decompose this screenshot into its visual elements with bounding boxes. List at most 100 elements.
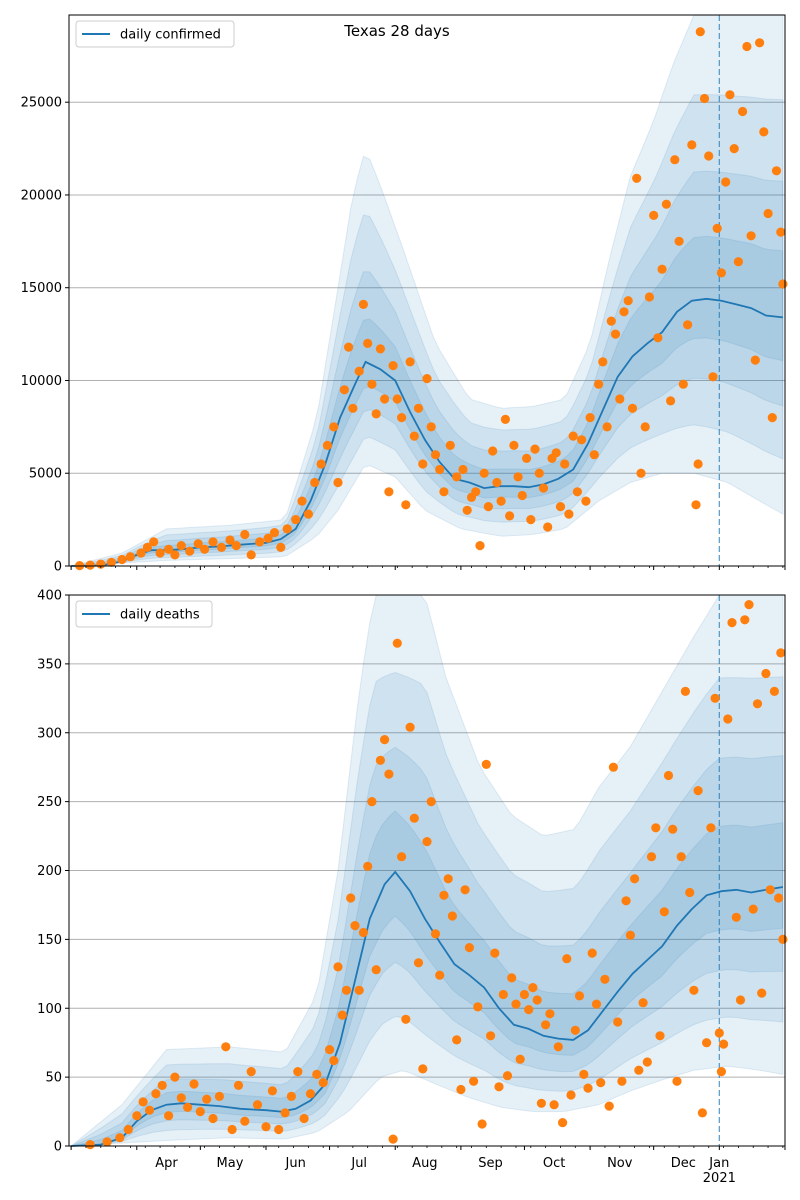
band-layer xyxy=(70,671,784,1147)
data-point xyxy=(683,320,693,330)
data-point xyxy=(776,648,786,658)
data-point xyxy=(384,769,394,779)
data-point xyxy=(543,522,553,532)
data-point xyxy=(536,1098,547,1108)
data-point xyxy=(513,472,523,482)
y-tick-label: 10000 xyxy=(21,374,62,389)
data-point xyxy=(452,1035,462,1045)
data-point xyxy=(500,414,510,424)
data-point xyxy=(305,1089,316,1099)
data-point xyxy=(526,515,536,525)
data-point xyxy=(699,93,710,104)
data-point xyxy=(596,1078,606,1088)
data-point xyxy=(678,379,688,389)
data-point xyxy=(358,927,368,938)
data-point xyxy=(350,921,360,931)
data-point xyxy=(672,1076,682,1086)
data-point xyxy=(375,344,385,354)
data-point xyxy=(208,537,218,547)
y-tick-label: 400 xyxy=(37,589,62,604)
data-point xyxy=(477,1119,487,1129)
x-tick-label: 2021 xyxy=(703,1171,736,1186)
y-tick-label: 50 xyxy=(45,1071,62,1086)
data-point xyxy=(613,1017,623,1027)
data-point xyxy=(221,1042,231,1052)
data-point xyxy=(447,911,457,921)
y-tick-label: 25000 xyxy=(21,96,62,111)
x-tick-label: Sep xyxy=(478,1156,503,1171)
data-point xyxy=(115,1133,125,1143)
data-point xyxy=(170,1072,180,1082)
series-line xyxy=(71,297,783,567)
data-point xyxy=(594,379,604,389)
x-tick-label: Jul xyxy=(350,1156,367,1171)
panel-deaths: 0 50 100 150 200 250 300 350 400 Apr May Jun Jul Aug… xyxy=(37,589,788,1186)
data-point xyxy=(439,890,449,900)
data-point xyxy=(426,422,436,432)
data-point xyxy=(710,693,720,703)
data-point xyxy=(138,1097,148,1107)
data-point xyxy=(443,874,453,884)
y-tick-label: 200 xyxy=(37,864,62,879)
data-point xyxy=(155,548,165,558)
data-point xyxy=(430,450,441,460)
data-point xyxy=(430,929,441,939)
data-point xyxy=(617,1076,627,1086)
data-point xyxy=(619,307,629,317)
data-point xyxy=(354,985,364,995)
data-point xyxy=(255,537,265,547)
data-point xyxy=(600,974,610,984)
data-point xyxy=(579,1069,589,1079)
data-point xyxy=(517,490,527,501)
data-point xyxy=(276,542,286,553)
data-point xyxy=(623,296,633,306)
data-point xyxy=(422,374,432,384)
data-point xyxy=(348,403,358,413)
data-point xyxy=(123,1124,133,1135)
data-point xyxy=(261,1122,271,1132)
data-point xyxy=(528,983,538,993)
data-point xyxy=(435,970,445,980)
data-point xyxy=(488,446,498,456)
data-point xyxy=(769,686,780,697)
data-point xyxy=(755,38,765,48)
data-point xyxy=(267,1086,277,1096)
y-tick-label: 0 xyxy=(54,560,62,575)
data-point xyxy=(752,699,763,709)
data-point xyxy=(164,1111,174,1121)
data-point xyxy=(587,948,597,958)
data-point xyxy=(538,483,549,493)
data-point xyxy=(583,1083,593,1093)
data-point xyxy=(358,299,368,309)
data-point xyxy=(380,735,390,745)
data-point xyxy=(492,477,502,488)
y-axis-deaths: 0 50 100 150 200 250 300 350 400 xyxy=(37,589,69,1155)
y-tick-label: 300 xyxy=(37,726,62,741)
data-point xyxy=(638,998,648,1008)
data-point xyxy=(85,1140,95,1150)
x-tick-label: Apr xyxy=(155,1156,178,1171)
data-point xyxy=(731,912,741,922)
data-point xyxy=(456,1084,466,1095)
data-point xyxy=(151,1089,161,1099)
data-point xyxy=(693,459,703,469)
data-point xyxy=(725,90,735,100)
data-point xyxy=(214,1091,224,1101)
data-point xyxy=(397,413,407,423)
data-point xyxy=(246,1067,256,1077)
data-point xyxy=(746,231,756,241)
data-point xyxy=(269,528,280,538)
data-point xyxy=(176,1093,186,1103)
data-point xyxy=(164,544,174,554)
data-point xyxy=(303,509,313,519)
data-point xyxy=(225,535,235,545)
data-point xyxy=(409,813,419,823)
data-point xyxy=(627,403,638,413)
data-point xyxy=(716,1067,727,1077)
data-point xyxy=(655,1031,665,1041)
data-point xyxy=(462,505,472,515)
data-point xyxy=(149,537,159,547)
x-axis-confirmed xyxy=(70,566,786,570)
band-layer xyxy=(71,93,784,567)
